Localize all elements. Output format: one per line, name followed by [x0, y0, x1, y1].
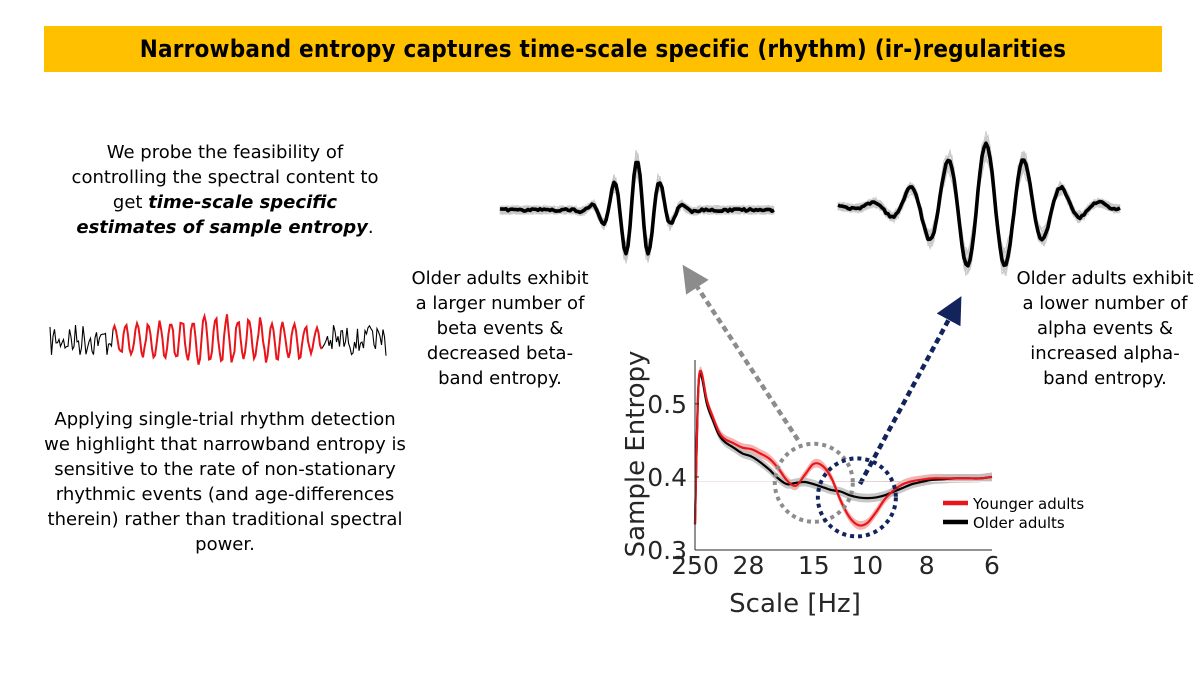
entropy-chart: 0.3 0.4 0.5 250 28 15 10 8 6 Sample Entropy Scal… [600, 351, 1084, 619]
x-tick-label: 10 [851, 551, 883, 580]
applying-text: Applying single-trial rhythm detection w… [44, 409, 406, 555]
alpha-event-waveform [837, 131, 1121, 277]
older-series-line [693, 372, 993, 525]
intro-text-part1: We probe the feasibility of controlling … [71, 142, 379, 213]
beta-annotation: Older adults exhibit a larger number of … [411, 268, 589, 389]
raw-signal-trace [49, 312, 387, 365]
alpha-arrow [858, 296, 962, 486]
y-tick-label: 0.4 [647, 463, 687, 492]
beta-event-waveform [499, 149, 775, 265]
chart-legend: Younger adults Older adults [943, 495, 1084, 532]
x-tick-label: 28 [733, 551, 765, 580]
beta-arrow [682, 264, 800, 442]
y-tick-label: 0.5 [647, 390, 687, 419]
legend-young-label: Younger adults [972, 495, 1084, 513]
alpha-annotation: Older adults exhibit a lower number of a… [1016, 268, 1194, 389]
x-tick-label: 250 [671, 551, 719, 580]
alpha-mean-trace [837, 141, 1121, 268]
beta-mean-trace [499, 160, 775, 256]
legend-older-label: Older adults [973, 514, 1065, 532]
x-tick-label: 15 [798, 551, 830, 580]
page-title: Narrowband entropy captures time-scale s… [139, 35, 1067, 63]
x-axis-label: Scale [Hz] [729, 589, 861, 619]
young-series-line [693, 369, 993, 527]
beta-highlight-circle [772, 441, 855, 524]
intro-text-end: . [367, 217, 374, 238]
alpha-highlight-circle [815, 456, 898, 539]
y-axis-label: Sample Entropy [621, 351, 651, 558]
intro-text-emphasis: time-scale specific estimates of sample … [76, 192, 368, 238]
x-tick-label: 8 [919, 551, 935, 580]
y-tick-label: 0.3 [647, 536, 687, 565]
title-banner: Narrowband entropy captures time-scale s… [44, 26, 1162, 72]
x-tick-label: 6 [984, 551, 1000, 580]
raw-signal-rhythm-segment [112, 312, 323, 365]
raw-signal-black-line [49, 324, 387, 356]
intro-text: We probe the feasibility of controlling … [60, 140, 390, 240]
